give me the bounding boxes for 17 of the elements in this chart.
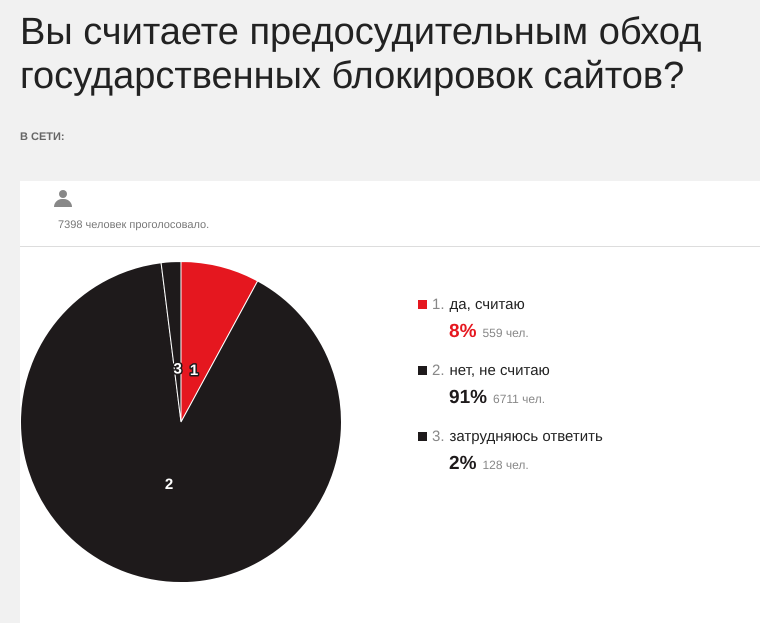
legend-label: затрудняюсь ответить [450,428,603,445]
chart-subtitle: В СЕТИ: [20,131,65,143]
text: 7398 человек проголосовало. [58,219,210,231]
legend-label: да, считаю [450,296,525,313]
text: 2 [164,476,174,494]
text: 1 [190,362,198,379]
data-label: 2% [449,453,476,474]
text: 3. [432,428,445,445]
text: 559 чел. [482,326,529,340]
text: 128 чел. [482,458,529,472]
legend-label: нет, не считаю [450,362,550,379]
text: 2. [432,362,445,379]
data-label: 8% [449,321,476,342]
chart-title: Вы считаете предосудительным обход государственных блокировок сайтов? [20,10,702,98]
data-label: 91% [449,387,488,408]
text: 6711 чел. [493,392,546,406]
text: 1. [432,296,445,313]
